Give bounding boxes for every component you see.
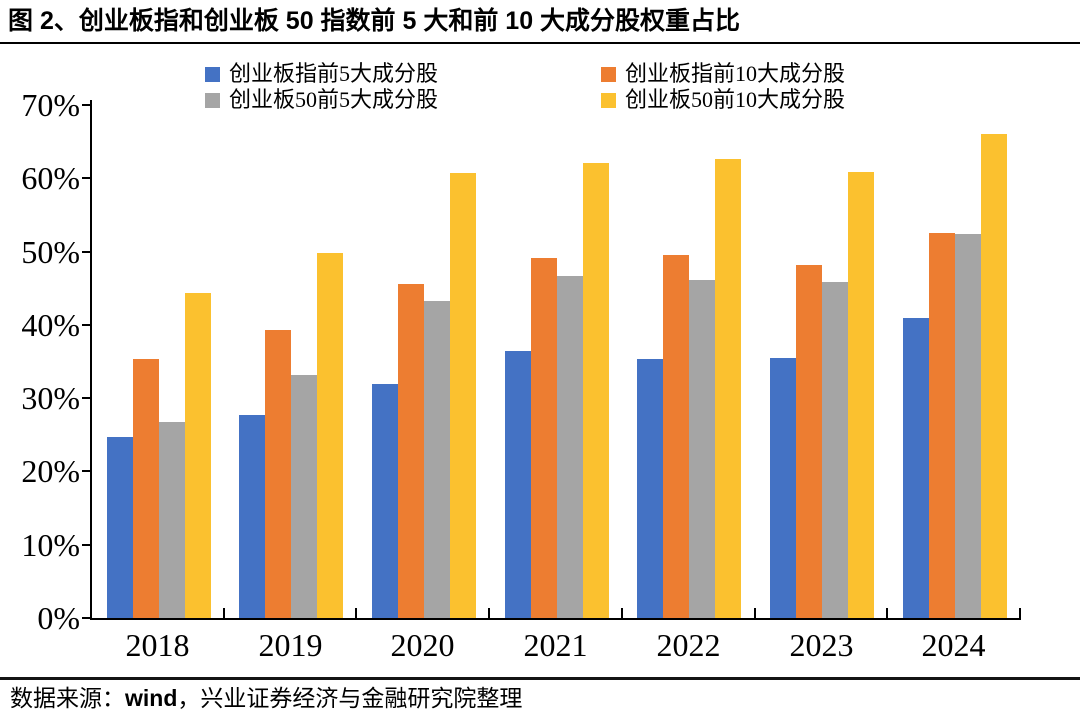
y-axis-line bbox=[90, 100, 92, 620]
y-tick-label: 40% bbox=[21, 306, 80, 343]
bar bbox=[770, 358, 796, 618]
x-category-label: 2021 bbox=[523, 627, 588, 663]
bar bbox=[531, 258, 557, 618]
y-axis-tick bbox=[82, 177, 90, 180]
x-axis-tick bbox=[620, 608, 623, 618]
legend-item: 创业板指前10大成分股 bbox=[601, 62, 845, 86]
legend-label: 创业板指前10大成分股 bbox=[625, 61, 846, 86]
y-tick-label: 70% bbox=[21, 87, 80, 123]
x-axis-line bbox=[90, 618, 1021, 620]
legend-swatch bbox=[601, 66, 616, 82]
footer-divider bbox=[0, 677, 1080, 680]
legend-swatch bbox=[601, 92, 616, 108]
y-axis-tick bbox=[82, 470, 90, 473]
y-axis-tick bbox=[82, 543, 90, 546]
bar bbox=[107, 437, 133, 618]
x-category-label: 2020 bbox=[390, 627, 455, 663]
bar bbox=[185, 293, 211, 618]
bar bbox=[689, 280, 715, 618]
source-note-wind: wind bbox=[125, 685, 178, 711]
legend-label: 创业板50前5大成分股 bbox=[229, 87, 439, 112]
x-category-label: 2024 bbox=[921, 627, 986, 663]
y-tick-label: 30% bbox=[21, 380, 80, 417]
bar bbox=[291, 375, 317, 618]
bar bbox=[424, 301, 450, 618]
legend-item: 创业板指前5大成分股 bbox=[205, 62, 438, 86]
x-category-label: 2019 bbox=[258, 627, 323, 663]
bar bbox=[583, 163, 609, 618]
bar bbox=[557, 276, 583, 618]
x-axis-tick bbox=[488, 608, 491, 618]
x-axis-tick bbox=[753, 608, 756, 618]
y-tick-label: 10% bbox=[21, 526, 80, 563]
y-tick-label: 0% bbox=[37, 600, 80, 636]
bar bbox=[822, 282, 848, 618]
bar bbox=[715, 159, 741, 618]
x-axis-tick bbox=[355, 608, 358, 618]
legend-label: 创业板50前10大成分股 bbox=[625, 87, 846, 112]
bar bbox=[981, 134, 1007, 618]
bar bbox=[848, 172, 874, 618]
bar bbox=[663, 255, 689, 618]
y-axis-tick bbox=[82, 250, 90, 253]
bar bbox=[133, 359, 159, 618]
figure-title: 图 2、创业板指和创业板 50 指数前 5 大和前 10 大成分股权重占比 bbox=[8, 7, 741, 35]
y-axis-tick bbox=[82, 323, 90, 326]
bar bbox=[159, 422, 185, 618]
title-divider bbox=[0, 42, 1080, 44]
bar bbox=[317, 253, 343, 618]
x-axis-tick bbox=[1019, 608, 1021, 618]
bar bbox=[903, 318, 929, 618]
bar bbox=[265, 330, 291, 618]
x-category-label: 2023 bbox=[789, 627, 854, 663]
bar bbox=[239, 415, 265, 618]
source-note-suffix: ，兴业证券经济与金融研究院整理 bbox=[177, 686, 523, 711]
source-note: 数据来源：wind，兴业证券经济与金融研究院整理 bbox=[10, 684, 522, 713]
bar bbox=[637, 359, 663, 618]
x-category-label: 2022 bbox=[656, 627, 721, 663]
legend-item: 创业板50前5大成分股 bbox=[205, 88, 438, 112]
legend-item: 创业板50前10大成分股 bbox=[601, 88, 845, 112]
y-tick-label: 50% bbox=[21, 233, 80, 270]
bar bbox=[796, 265, 822, 618]
legend-label: 创业板指前5大成分股 bbox=[229, 61, 439, 86]
y-tick-label: 20% bbox=[21, 453, 80, 490]
x-axis-tick bbox=[222, 608, 225, 618]
x-axis-tick bbox=[886, 608, 889, 618]
legend-swatch bbox=[205, 92, 220, 108]
bar bbox=[372, 384, 398, 618]
y-tick-label: 60% bbox=[21, 160, 80, 197]
y-axis-tick bbox=[82, 104, 90, 106]
bar bbox=[929, 233, 955, 618]
bar bbox=[955, 234, 981, 618]
bar bbox=[505, 351, 531, 618]
x-category-label: 2018 bbox=[125, 627, 190, 663]
y-axis-tick bbox=[82, 617, 90, 619]
bar bbox=[450, 173, 476, 618]
y-axis-tick bbox=[82, 397, 90, 400]
bar bbox=[398, 284, 424, 618]
source-note-prefix: 数据来源： bbox=[10, 686, 125, 711]
legend-swatch bbox=[205, 66, 220, 82]
